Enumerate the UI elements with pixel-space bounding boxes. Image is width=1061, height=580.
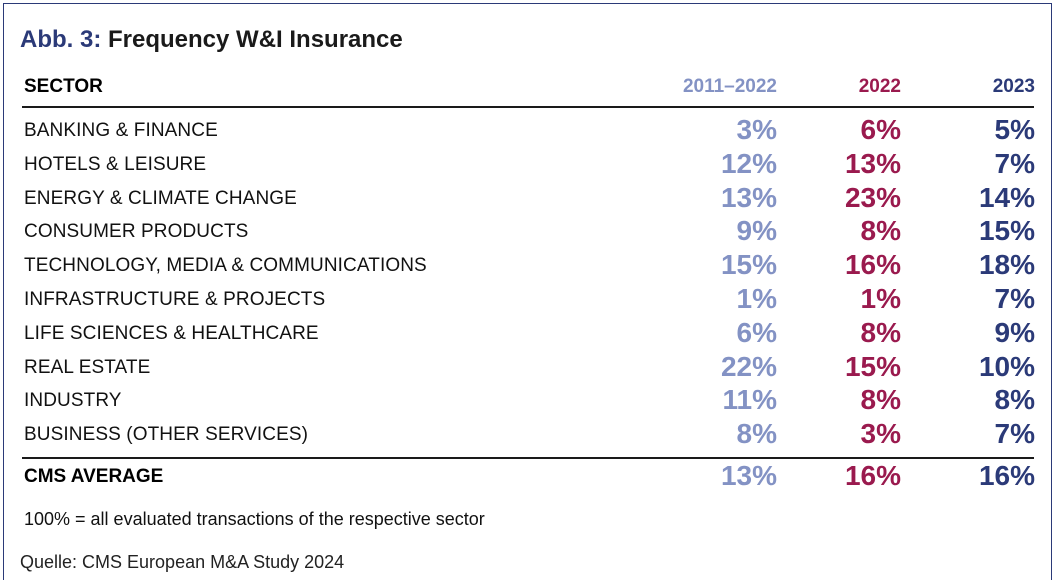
total-label: CMS AVERAGE xyxy=(24,466,164,487)
value-2023: 7% xyxy=(994,282,1035,314)
value-2011-2022: 6% xyxy=(736,316,777,348)
total-divider xyxy=(22,457,1034,459)
value-2023: 8% xyxy=(994,384,1035,416)
column-header-2022: 2022 xyxy=(858,76,901,97)
value-2011-2022: 13% xyxy=(720,181,777,213)
header-divider xyxy=(22,106,1034,108)
value-2011-2022: 8% xyxy=(736,418,777,450)
value-2011-2022: 9% xyxy=(736,215,777,247)
table-row: LIFE SCIENCES & HEALTHCARE 6% 8% 9% xyxy=(0,317,1061,351)
sector-label: CONSUMER PRODUCTS xyxy=(24,221,249,243)
value-2023: 10% xyxy=(978,350,1035,382)
value-2022: 8% xyxy=(860,316,901,348)
column-header-sector: SECTOR xyxy=(24,76,103,97)
source-note: Quelle: CMS European M&A Study 2024 xyxy=(20,552,345,572)
value-2022: 8% xyxy=(860,384,901,416)
value-2011-2022: 11% xyxy=(722,384,778,416)
sector-label: REAL ESTATE xyxy=(24,356,151,378)
table-row: BUSINESS (OTHER SERVICES) 8% 3% 7% xyxy=(0,418,1061,452)
value-2022: 15% xyxy=(844,350,901,382)
value-2023: 14% xyxy=(978,181,1035,213)
total-value-2023: 16% xyxy=(978,460,1035,491)
value-2022: 3% xyxy=(860,418,901,450)
sector-label: INDUSTRY xyxy=(24,390,122,412)
sector-label: BUSINESS (OTHER SERVICES) xyxy=(24,424,309,446)
title-text: Frequency W&I Insurance xyxy=(108,26,403,53)
table-row: HOTELS & LEISURE 12% 13% 7% xyxy=(0,148,1061,182)
value-2011-2022: 22% xyxy=(720,350,777,382)
table-row: TECHNOLOGY, MEDIA & COMMUNICATIONS 15% 16%… xyxy=(0,249,1061,283)
value-2023: 15% xyxy=(978,215,1035,247)
sector-label: LIFE SCIENCES & HEALTHCARE xyxy=(24,322,319,344)
value-2023: 18% xyxy=(978,249,1035,281)
value-2023: 5% xyxy=(994,114,1035,145)
total-value-2011-2022: 13% xyxy=(720,460,777,491)
table-body: BANKING & FINANCE 3% 6% 5% HOTELS & LEISURE 1… xyxy=(0,114,1061,452)
value-2022: 6% xyxy=(860,114,901,145)
value-2022: 23% xyxy=(844,181,901,213)
sector-label: TECHNOLOGY, MEDIA & COMMUNICATIONS xyxy=(24,255,427,277)
table-row: INDUSTRY 11% 8% 8% xyxy=(0,384,1061,418)
value-2022: 8% xyxy=(860,215,901,247)
value-2023: 7% xyxy=(994,418,1035,450)
title-prefix: Abb. 3: xyxy=(20,26,102,53)
value-2011-2022: 3% xyxy=(736,114,777,145)
table-row: CONSUMER PRODUCTS 9% 8% 15% xyxy=(0,215,1061,249)
sector-label: ENERGY & CLIMATE CHANGE xyxy=(24,187,297,209)
table-row: INFRASTRUCTURE & PROJECTS 1% 1% 7% xyxy=(0,283,1061,317)
footnote: 100% = all evaluated transactions of the… xyxy=(24,509,485,529)
value-2023: 9% xyxy=(994,316,1035,348)
table-row: BANKING & FINANCE 3% 6% 5% xyxy=(0,114,1061,148)
figure-frame xyxy=(3,3,1052,580)
column-header-2023: 2023 xyxy=(992,76,1035,97)
sector-label: HOTELS & LEISURE xyxy=(24,153,207,175)
total-value-2022: 16% xyxy=(844,460,901,491)
value-2022: 13% xyxy=(844,147,901,179)
value-2011-2022: 15% xyxy=(720,249,777,281)
value-2022: 16% xyxy=(844,249,901,281)
chart-title: Abb. 3: Frequency W&I Insurance xyxy=(20,26,403,54)
sector-label: INFRASTRUCTURE & PROJECTS xyxy=(24,288,326,310)
value-2023: 7% xyxy=(994,147,1035,179)
sector-label: BANKING & FINANCE xyxy=(24,120,218,141)
total-row: CMS AVERAGE 13% 16% 16% xyxy=(0,460,1061,494)
table-row: REAL ESTATE 22% 15% 10% xyxy=(0,351,1061,385)
table-row: ENERGY & CLIMATE CHANGE 13% 23% 14% xyxy=(0,182,1061,216)
value-2022: 1% xyxy=(860,282,901,314)
column-header-2011-2022: 2011–2022 xyxy=(682,76,777,97)
value-2011-2022: 1% xyxy=(736,282,777,314)
value-2011-2022: 12% xyxy=(720,147,777,179)
